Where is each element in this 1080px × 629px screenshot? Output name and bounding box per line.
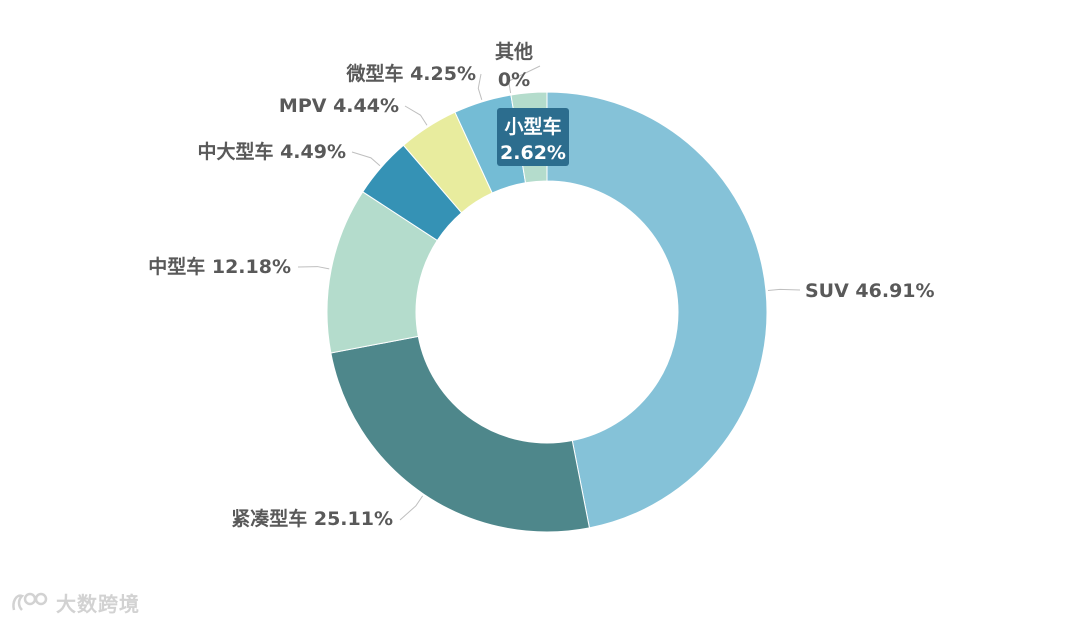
data-label-SUV: SUV 46.91% [805,280,935,302]
data-label-中大型车: 中大型车 4.49% [197,140,346,163]
data-label-紧凑型车: 紧凑型车 25.11% [231,507,393,530]
slice-SUV[interactable] [546,91,768,529]
leader-line-SUV [767,288,801,291]
data-label-中型车: 中型车 12.18% [148,255,291,278]
data-label-其他-line2: 0% [498,69,530,91]
logo-icon [10,590,50,616]
highlight-label-box [497,108,569,166]
data-label-其他-line1: 其他 [495,40,533,63]
data-label-MPV: MPV 4.44% [279,95,399,117]
leader-lines-layer [297,65,801,521]
leader-line-中型车 [297,266,330,270]
data-label-微型车: 微型车 4.25% [345,62,476,85]
leader-line-中大型车 [351,151,381,167]
data-label-小型车-line2: 2.62% [500,142,566,164]
leader-line-其他 [508,65,541,94]
leader-line-紧凑型车 [399,495,424,521]
watermark: 大数跨境 [10,588,140,617]
slice-紧凑型车[interactable] [330,335,591,533]
data-label-小型车-line1: 小型车 [504,115,561,138]
leader-line-微型车 [477,73,483,100]
leader-line-MPV [404,105,428,126]
watermark-text: 大数跨境 [56,592,140,616]
data-labels-layer: SUV 46.91% 紧凑型车 25.11% 中型车 12.18% 中大型车 4.49… [148,40,934,530]
